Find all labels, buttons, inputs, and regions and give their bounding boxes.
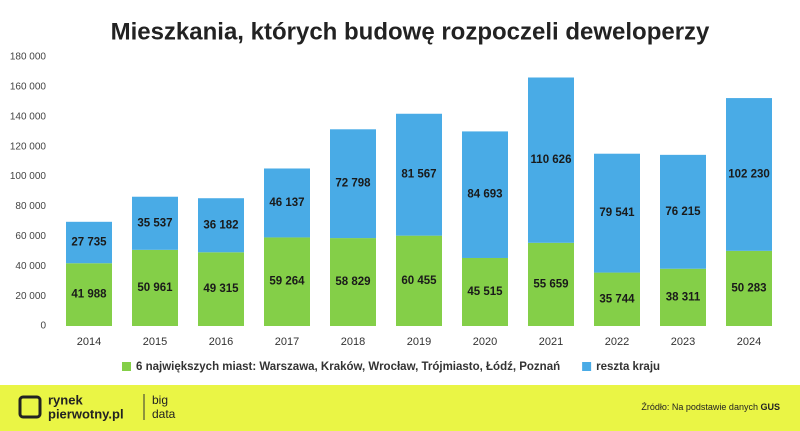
value-label: 50 961 [137,282,173,294]
y-tick-label: 100 000 [10,171,47,182]
value-label: 36 182 [203,219,238,231]
y-tick-label: 0 [40,321,46,332]
y-tick-label: 80 000 [15,201,46,212]
x-tick-label: 2021 [539,336,563,348]
footer-band [0,385,800,431]
value-label: 55 659 [533,278,568,290]
value-label: 46 137 [269,197,304,209]
x-tick-label: 2023 [671,336,695,348]
value-label: 38 311 [666,291,701,303]
bar-segment [528,77,574,243]
bar-segment [264,168,310,238]
logo-icon [18,395,42,419]
bar-segment [198,198,244,253]
bar-segment [264,237,310,326]
x-tick-label: 2020 [473,336,497,348]
y-tick-label: 140 000 [10,111,47,122]
bar-segment [66,221,112,264]
y-tick-label: 60 000 [15,231,46,242]
value-label: 72 798 [335,178,371,190]
value-label: 79 541 [599,207,635,219]
x-tick-label: 2019 [407,336,431,348]
x-tick-label: 2018 [341,336,365,348]
bar-segment [726,250,772,326]
chart-title: Mieszkania, których budowę rozpoczeli de… [111,18,710,45]
x-tick-label: 2024 [737,336,761,348]
x-tick-label: 2016 [209,336,233,348]
y-tick-label: 40 000 [15,261,46,272]
bar-segment [330,129,376,239]
bar-segment [660,268,706,326]
y-tick-label: 160 000 [10,82,47,93]
value-label: 59 264 [269,276,305,288]
legend-swatch [582,362,592,371]
bar-segment [396,235,442,326]
value-label: 45 515 [467,286,503,298]
bar-segment [396,113,442,236]
tag-bottom: data [152,407,176,421]
brand-top: rynek [48,392,83,407]
bar-segment [462,257,508,326]
y-tick-label: 20 000 [15,291,46,302]
bar-segment [462,131,508,258]
bar-segment [594,153,640,273]
value-label: 102 230 [728,168,770,180]
x-tick-label: 2017 [275,336,299,348]
bar-segment [660,154,706,269]
bar-segment [132,249,178,326]
value-label: 60 455 [401,275,437,287]
bar-segment [330,238,376,326]
source: Źródło: Na podstawie danych GUS [641,402,780,412]
source-bold: GUS [760,402,780,412]
bar-segment [66,263,112,326]
bar-segment [726,98,772,251]
x-tick-label: 2015 [143,336,167,348]
value-label: 84 693 [467,189,502,201]
source-text: Źródło: Na podstawie danych [641,402,758,412]
value-label: 50 283 [731,282,766,294]
y-tick-label: 120 000 [10,141,47,152]
legend-label: reszta kraju [596,361,660,373]
y-tick-label: 180 000 [10,52,47,63]
legend-label: 6 największych miast: Warszawa, Kraków, … [136,361,560,373]
value-label: 41 988 [71,289,107,301]
value-label: 35 744 [599,293,635,305]
value-label: 35 537 [137,217,172,229]
value-label: 27 735 [71,237,107,249]
value-label: 49 315 [203,283,239,295]
bar-segment [594,272,640,326]
bar-segment [528,242,574,326]
legend-swatch [122,362,131,371]
value-label: 58 829 [335,276,370,288]
value-label: 76 215 [665,206,701,218]
brand-bottom: pierwotny.pl [48,406,124,421]
x-tick-label: 2014 [77,336,101,348]
tag-top: big [152,393,168,407]
value-label: 81 567 [401,169,436,181]
value-label: 110 626 [531,154,572,166]
bar-segment [132,196,178,250]
bar-segment [198,252,244,326]
x-tick-label: 2022 [605,336,629,348]
